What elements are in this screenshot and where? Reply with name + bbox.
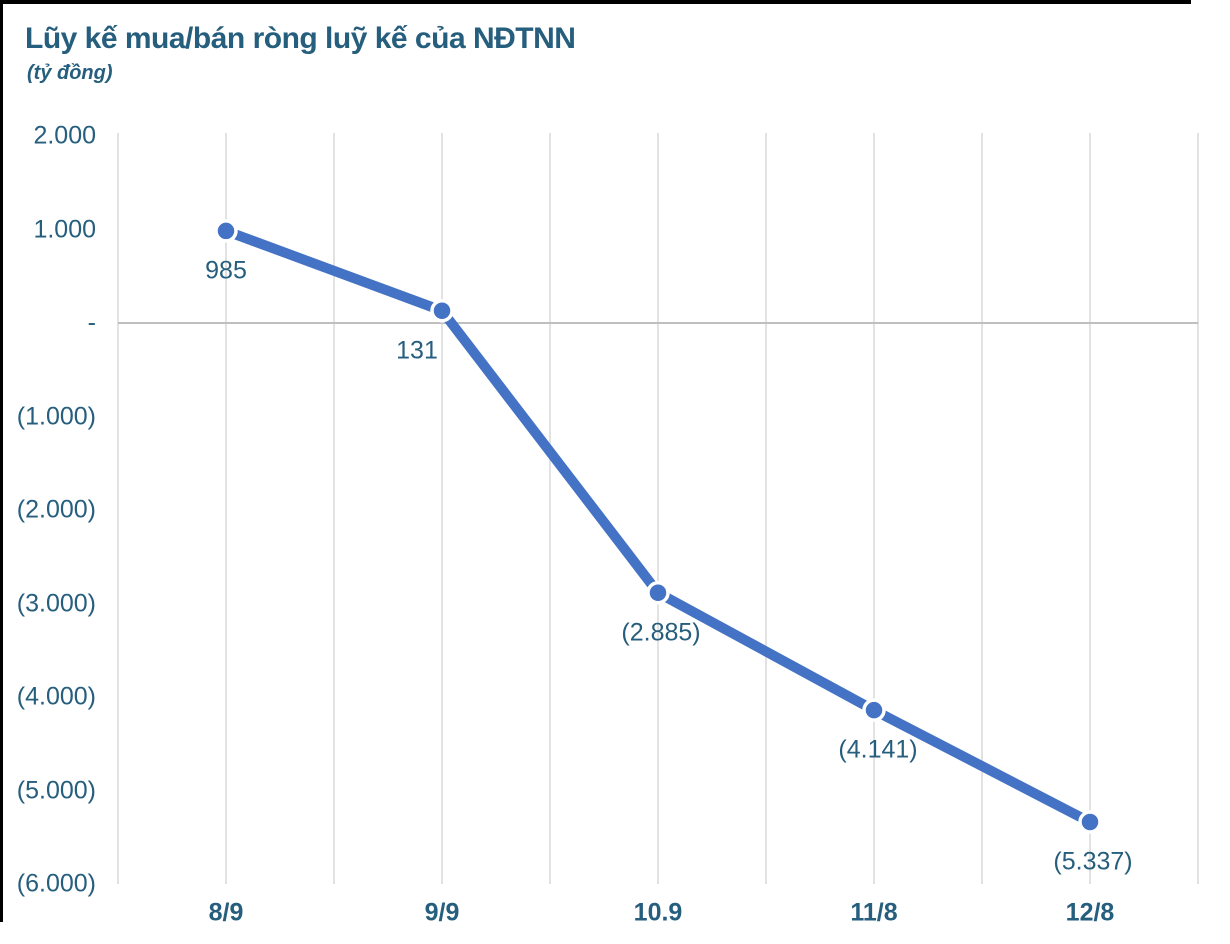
y-axis-tick-label: (2.000)	[16, 495, 96, 524]
y-axis-tick-label: 1.000	[33, 215, 96, 243]
y-axis-tick-label: 2.000	[33, 121, 96, 150]
left-border-line	[0, 0, 3, 922]
top-border-line	[0, 0, 1191, 4]
y-axis-tick-label: (4.000)	[16, 682, 96, 711]
data-point-label: 131	[396, 336, 438, 365]
data-point-label: 985	[205, 256, 247, 285]
data-point-label: (4.141)	[838, 735, 918, 764]
x-axis-tick-label: 12/8	[1065, 898, 1115, 927]
data-point-marker	[862, 698, 886, 722]
data-point-label: (5.337)	[1053, 847, 1133, 876]
data-point-marker	[214, 219, 238, 243]
y-axis-tick-label: -	[87, 308, 96, 337]
data-point-marker	[646, 580, 670, 605]
y-axis-tick-label: (3.000)	[16, 589, 96, 617]
x-axis-tick-label: 8/9	[208, 898, 244, 927]
chart-title: Lũy kế mua/bán ròng luỹ kế của NĐTNN	[25, 22, 576, 55]
y-axis-tick-label: (6.000)	[16, 869, 96, 898]
data-point-label: (2.885)	[621, 618, 701, 647]
y-axis-tick-label: (1.000)	[16, 402, 96, 430]
x-axis-tick-label: 11/8	[850, 898, 898, 927]
x-axis-tick-label: 9/9	[424, 898, 460, 927]
chart-unit-label: (tỷ đồng)	[27, 62, 113, 84]
data-point-marker	[1078, 810, 1102, 834]
data-point-marker	[430, 299, 454, 323]
y-axis-tick-label: (5.000)	[16, 776, 96, 804]
x-axis-tick-label: 10.9	[633, 898, 683, 927]
